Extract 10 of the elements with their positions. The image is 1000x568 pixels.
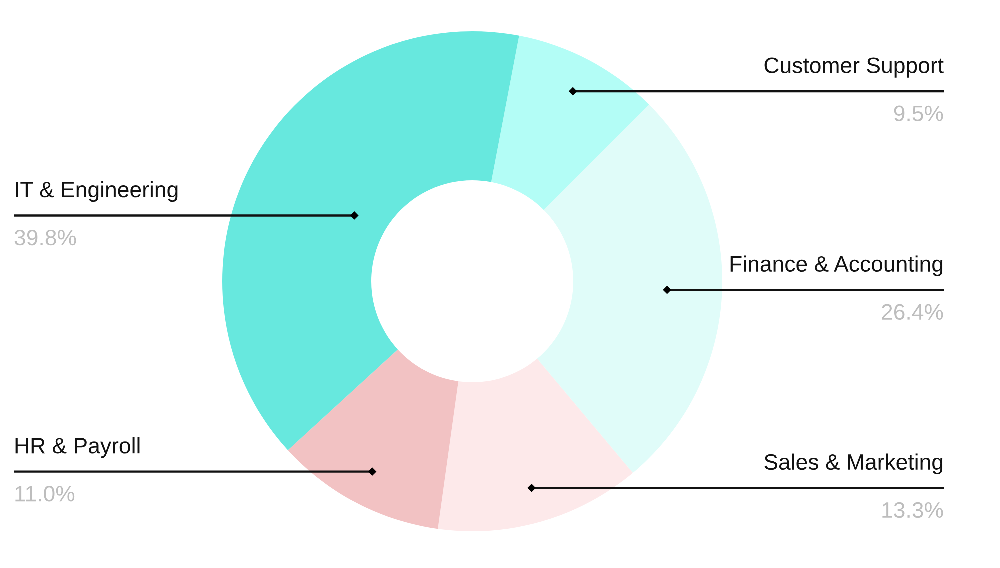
slice-label: Finance & Accounting [730, 256, 943, 276]
data-label: 13.3% [882, 502, 944, 518]
slice-label: Customer Support [764, 58, 944, 78]
slice-label: IT & Engineering [16, 181, 178, 202]
data-label: 26.4% [882, 304, 944, 320]
data-label: 39.8% [14, 230, 76, 246]
data-label: 11.0% [16, 486, 75, 502]
data-label: 9.5% [894, 106, 944, 122]
slice-label: HR & Payroll [16, 437, 140, 458]
slice-label: Sales & Marketing [764, 454, 943, 475]
